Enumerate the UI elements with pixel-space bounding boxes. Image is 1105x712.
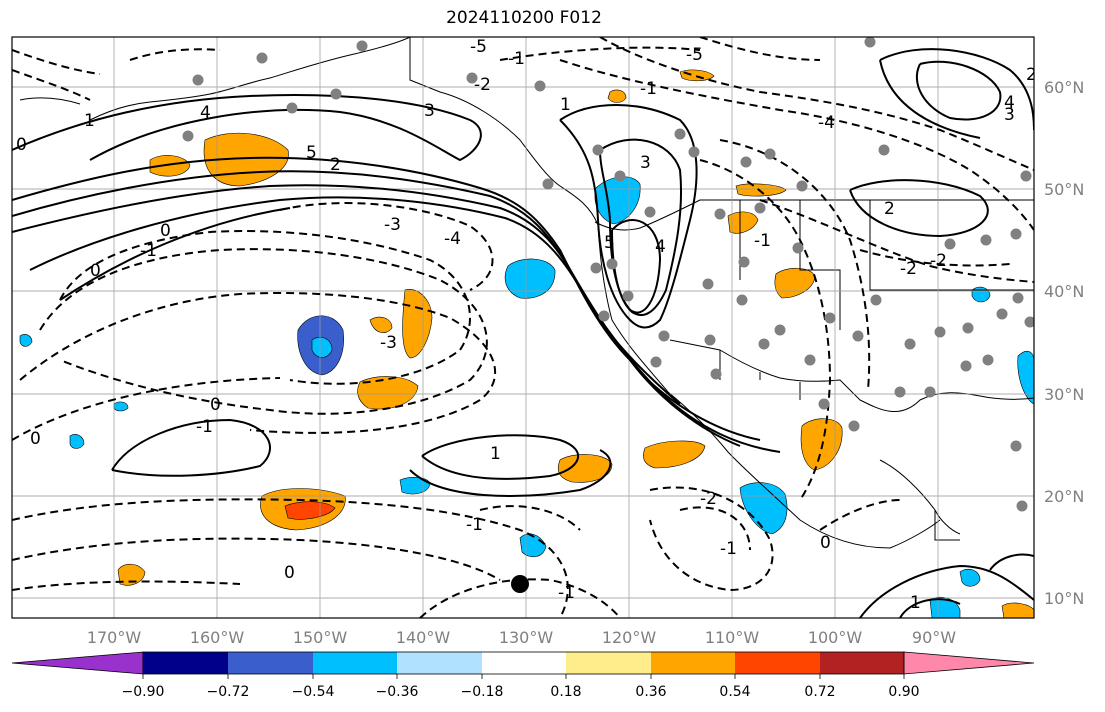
colorbar-tick-label: −0.54 bbox=[292, 684, 335, 700]
contour-labels: 5 4 3 2 1 2 3 4 2 1 3 4 5 1 0 1 0 0 0 0 … bbox=[16, 37, 1037, 613]
negative-contours bbox=[12, 37, 1034, 618]
colorbar-ticks bbox=[142, 674, 905, 679]
positive-contours bbox=[12, 48, 1034, 618]
lat-label: 10°N bbox=[1044, 589, 1084, 608]
lon-label: 170°W bbox=[87, 628, 142, 647]
station-dots bbox=[182, 37, 1034, 512]
colorbar-tick-label: 0.54 bbox=[719, 684, 750, 700]
colorbar-tick-label: −0.36 bbox=[376, 684, 419, 700]
contour-label: -1 bbox=[558, 583, 575, 603]
colorbar-max-extension bbox=[903, 651, 1035, 675]
lat-label: 40°N bbox=[1044, 282, 1084, 301]
contour-label: -1 bbox=[196, 417, 213, 437]
contour-label: -1 bbox=[140, 241, 157, 261]
contour-label: 1 bbox=[490, 444, 501, 464]
lat-label: 60°N bbox=[1044, 78, 1084, 97]
contour-label: 0 bbox=[90, 261, 101, 281]
map-frame bbox=[11, 36, 1035, 619]
lat-label: 20°N bbox=[1044, 487, 1084, 506]
contour-label: -1 bbox=[640, 79, 657, 99]
latitude-labels: 60°N 50°N 40°N 30°N 20°N 10°N bbox=[1044, 78, 1084, 608]
longitude-labels: 170°W 160°W 150°W 140°W 130°W 120°W 110°… bbox=[87, 628, 956, 647]
lon-label: 100°W bbox=[808, 628, 863, 647]
contour-label: 3 bbox=[1004, 105, 1015, 125]
colorbar-swatch bbox=[820, 652, 904, 674]
colorbar-swatch bbox=[143, 652, 228, 674]
contour-label: 1 bbox=[560, 95, 571, 115]
lon-label: 140°W bbox=[396, 628, 451, 647]
colorbar: −0.90 −0.72 −0.54 −0.36 −0.18 0.18 0.36 … bbox=[11, 651, 1035, 700]
colorbar-swatch bbox=[482, 652, 566, 674]
contour-label: 5 bbox=[604, 233, 615, 253]
map-panel: 5 4 3 2 1 2 3 4 2 1 3 4 5 1 0 1 0 0 0 0 … bbox=[12, 37, 1037, 618]
contour-label: -1 bbox=[466, 515, 483, 535]
contour-label: 0 bbox=[820, 533, 831, 553]
colorbar-swatch bbox=[735, 652, 820, 674]
contour-label: 0 bbox=[30, 429, 41, 449]
contour-label: 2 bbox=[884, 199, 895, 219]
contour-label: 4 bbox=[655, 237, 666, 257]
contour-label: -2 bbox=[930, 251, 947, 271]
colorbar-swatch bbox=[228, 652, 313, 674]
lon-label: 120°W bbox=[602, 628, 657, 647]
lat-label: 30°N bbox=[1044, 385, 1084, 404]
contour-label: -3 bbox=[384, 215, 401, 235]
contour-label: -5 bbox=[686, 45, 703, 65]
contour-label: 3 bbox=[424, 101, 435, 121]
contour-label: 4 bbox=[1004, 93, 1015, 113]
colorbar-tick-label: 0.72 bbox=[804, 684, 835, 700]
colorbar-swatch bbox=[313, 652, 397, 674]
contour-label: 1 bbox=[910, 593, 921, 613]
contour-label: -4 bbox=[818, 113, 835, 133]
contour-label: -2 bbox=[900, 259, 917, 279]
contour-label: 0 bbox=[16, 135, 27, 155]
contour-label: -4 bbox=[444, 229, 461, 249]
contour-label: 0 bbox=[210, 395, 221, 415]
colorbar-tick-label: −0.90 bbox=[122, 684, 165, 700]
contour-label: 2 bbox=[1026, 65, 1037, 85]
contour-label: 2 bbox=[330, 155, 341, 175]
contour-label: -1 bbox=[720, 539, 737, 559]
colorbar-swatch bbox=[651, 652, 735, 674]
map-title: 2024110200 F012 bbox=[446, 8, 602, 28]
lon-label: 110°W bbox=[705, 628, 760, 647]
contour-label: 4 bbox=[200, 103, 211, 123]
lon-label: 130°W bbox=[499, 628, 554, 647]
colorbar-tick-label: 0.36 bbox=[635, 684, 666, 700]
colorbar-tick-label: −0.72 bbox=[207, 684, 250, 700]
contour-label: -3 bbox=[380, 333, 397, 353]
colorbar-tick-label: −0.18 bbox=[461, 684, 504, 700]
contour-label: 5 bbox=[306, 143, 317, 163]
contour-label: 1 bbox=[84, 111, 95, 131]
contour-label: -5 bbox=[470, 37, 487, 57]
lon-label: 160°W bbox=[190, 628, 245, 647]
contour-label: -1 bbox=[754, 231, 771, 251]
colorbar-swatch bbox=[566, 652, 651, 674]
colorbar-tick-label: 0.18 bbox=[550, 684, 581, 700]
contour-label: 0 bbox=[284, 563, 295, 583]
contour-label: -2 bbox=[474, 75, 491, 95]
colorbar-min-extension bbox=[11, 651, 144, 675]
lon-label: 150°W bbox=[293, 628, 348, 647]
lon-label: 90°W bbox=[912, 628, 956, 647]
lat-label: 50°N bbox=[1044, 180, 1084, 199]
contour-label: -2 bbox=[700, 489, 717, 509]
storm-center-marker bbox=[511, 575, 529, 593]
contour-label: -1 bbox=[508, 49, 525, 69]
contour-label: 0 bbox=[160, 221, 171, 241]
colorbar-swatch bbox=[397, 652, 482, 674]
colorbar-tick-label: 0.90 bbox=[888, 684, 919, 700]
contour-label: 3 bbox=[640, 153, 651, 173]
